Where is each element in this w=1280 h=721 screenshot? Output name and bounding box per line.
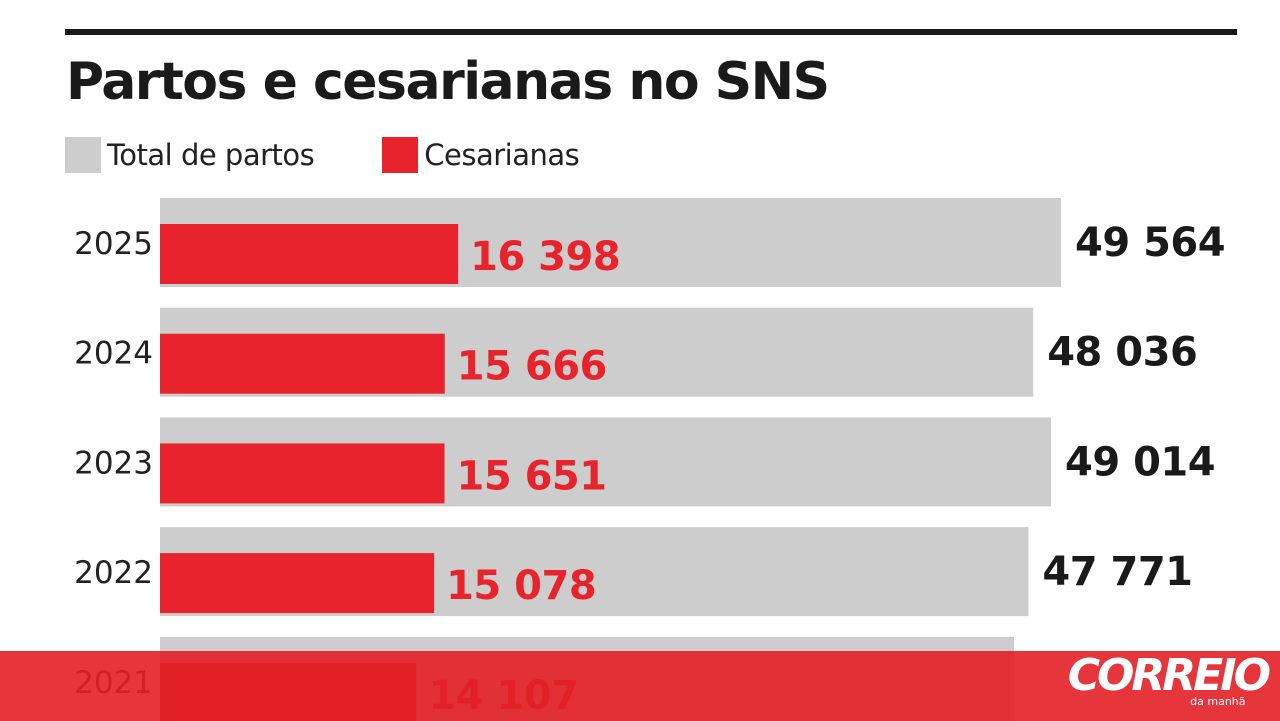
legend: Total de partos Cesarianas xyxy=(65,137,647,173)
year-label-2025: 2025 xyxy=(74,226,153,262)
year-label-2023: 2023 xyxy=(74,445,153,481)
bar-cesarianas-2024 xyxy=(160,333,445,394)
legend-swatch-cesarianas xyxy=(382,137,419,173)
year-label-2022: 2022 xyxy=(74,555,153,591)
value-label-cesarianas-2023: 15 651 xyxy=(457,453,607,499)
footer-band xyxy=(0,651,1280,721)
value-label-total-2024: 48 036 xyxy=(1047,330,1197,376)
top-rule xyxy=(65,29,1237,35)
legend-item-cesarianas: Cesarianas xyxy=(382,137,580,173)
bar-cesarianas-2025 xyxy=(160,224,459,284)
brand-logo: CORREIO da manhã xyxy=(1067,650,1271,708)
legend-swatch-total xyxy=(65,137,101,173)
value-label-cesarianas-2024: 15 666 xyxy=(457,344,607,390)
legend-item-total: Total de partos xyxy=(65,137,315,173)
chart-title: Partos e cesarianas no SNS xyxy=(66,52,830,112)
year-label-2024: 2024 xyxy=(74,336,153,372)
legend-label-cesarianas: Cesarianas xyxy=(424,138,580,172)
brand-name: CORREIO xyxy=(1067,650,1271,701)
brand-sub: da manhã xyxy=(1190,695,1246,708)
value-label-total-2025: 49 564 xyxy=(1075,220,1225,266)
bar-cesarianas-2023 xyxy=(160,443,445,504)
value-label-cesarianas-2025: 16 398 xyxy=(470,234,620,280)
value-label-cesarianas-2022: 15 078 xyxy=(446,563,596,609)
value-label-total-2023: 49 014 xyxy=(1065,439,1215,485)
value-label-total-2022: 47 771 xyxy=(1042,549,1192,595)
bar-cesarianas-2022 xyxy=(160,553,435,614)
legend-label-total: Total de partos xyxy=(107,138,315,172)
